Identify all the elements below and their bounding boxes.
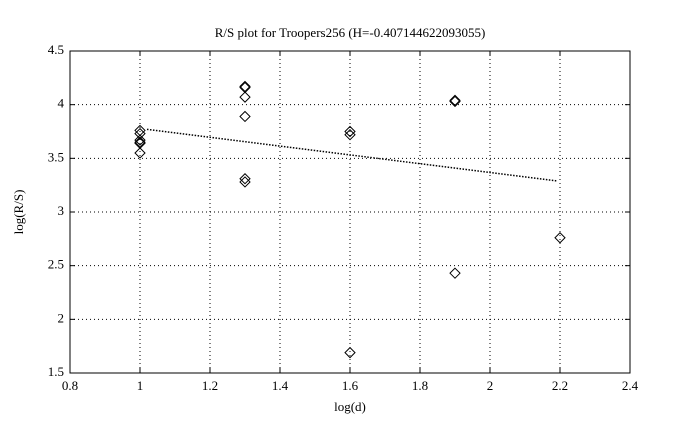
- y-tick-label: 4: [58, 96, 65, 111]
- y-tick-label: 4.5: [48, 42, 64, 57]
- x-tick-label: 1.8: [412, 378, 428, 393]
- x-axis-label: log(d): [334, 399, 366, 414]
- point: [554, 232, 566, 244]
- y-tick-label: 2: [58, 310, 65, 325]
- y-tick-label: 3: [58, 203, 65, 218]
- point: [239, 173, 251, 185]
- point: [344, 125, 356, 138]
- x-tick-label: 2.4: [622, 378, 639, 393]
- chart-title: R/S plot for Troopers256 (H=-0.407144622…: [215, 25, 486, 40]
- point: [239, 176, 251, 188]
- point: [134, 136, 146, 148]
- x-tick-label: 0.8: [62, 378, 78, 393]
- point: [134, 147, 146, 159]
- point: [449, 94, 461, 107]
- point: [344, 129, 356, 141]
- y-tick-label: 2.5: [48, 257, 64, 272]
- point: [449, 267, 461, 279]
- point: [239, 80, 251, 93]
- x-tick-label: 1: [137, 378, 144, 393]
- point: [449, 95, 461, 108]
- y-axis-label: log(R/S): [11, 190, 26, 235]
- x-tick-label: 2: [487, 378, 494, 393]
- point: [344, 346, 356, 359]
- y-tick-label: 1.5: [48, 364, 64, 379]
- plot-frame: [69, 50, 631, 374]
- point: [239, 110, 251, 123]
- y-tick-label: 3.5: [48, 149, 64, 164]
- x-tick-label: 1.2: [202, 378, 218, 393]
- x-tick-label: 1.6: [342, 378, 359, 393]
- x-tick-label: 1.4: [272, 378, 289, 393]
- point: [134, 134, 146, 146]
- point: [239, 91, 251, 103]
- x-tick-label: 2.2: [552, 378, 568, 393]
